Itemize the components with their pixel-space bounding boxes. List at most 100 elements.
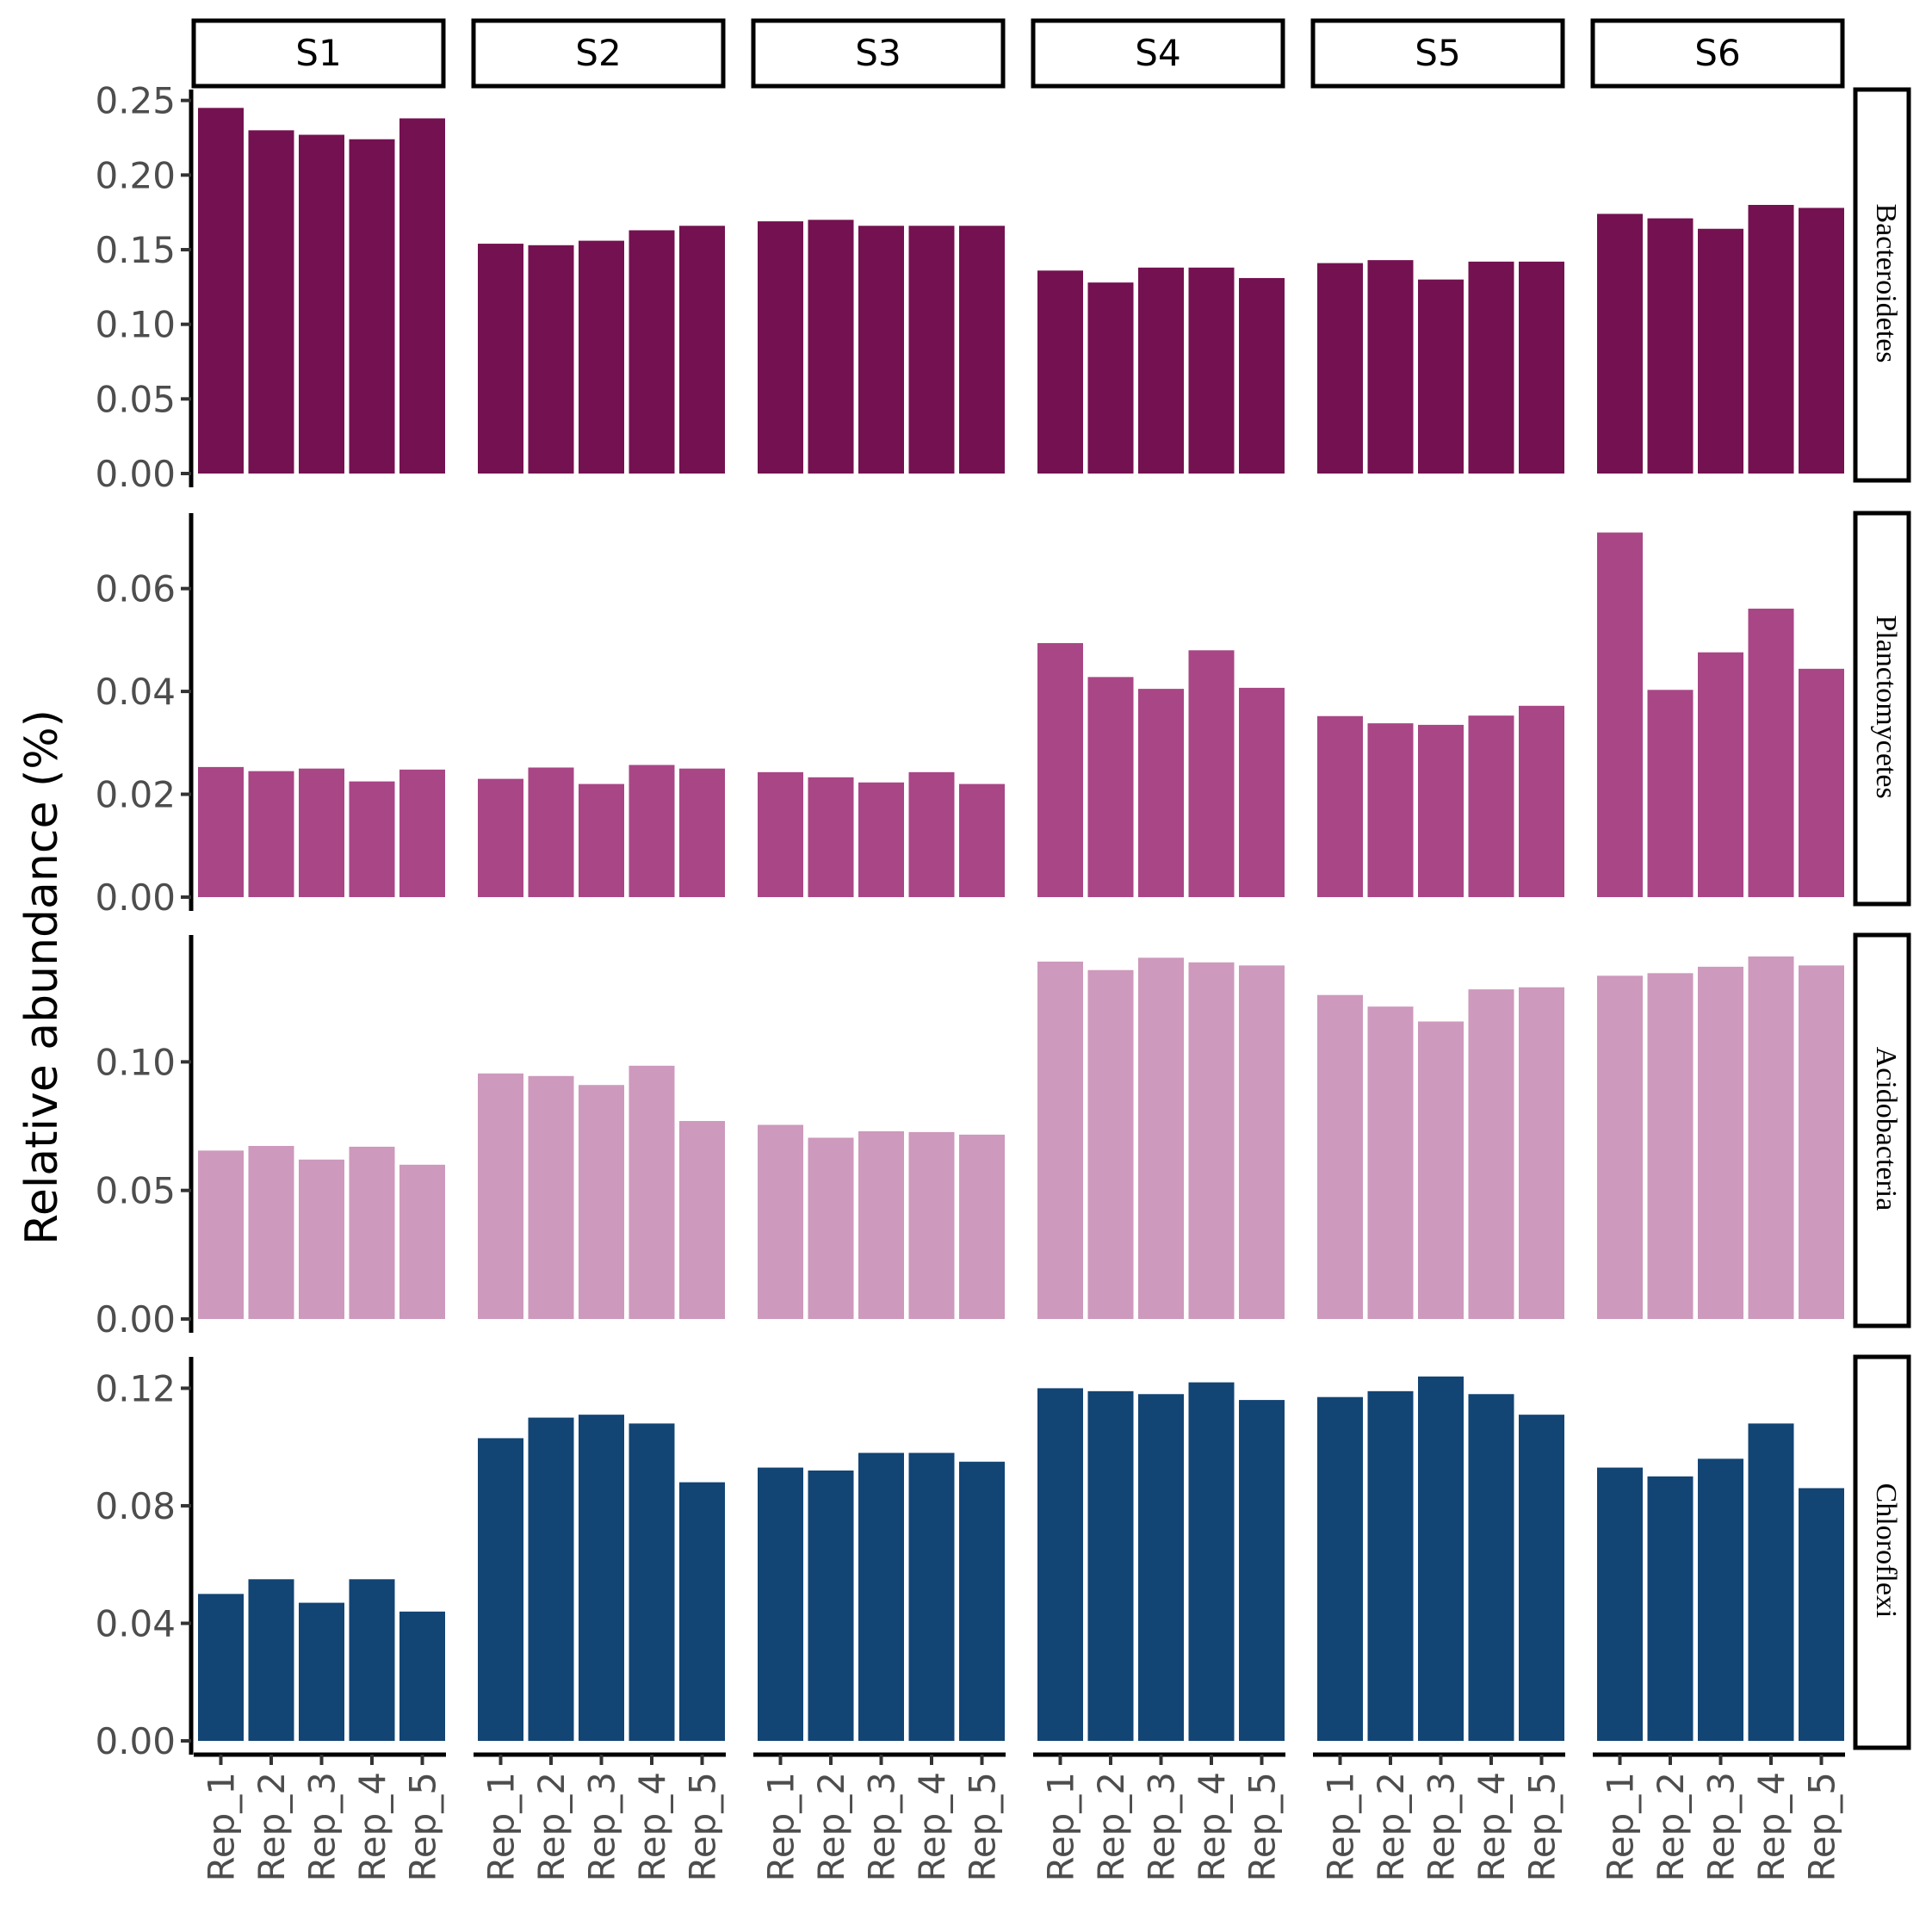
bar-s4-rep_3: [1138, 689, 1184, 897]
bar-s4-rep_4: [1188, 650, 1235, 897]
bar-s6-rep_4: [1748, 608, 1794, 897]
bar-s6-rep_1: [1597, 1467, 1643, 1741]
row-strip-acidobacteria: Acidobacteria: [1853, 932, 1911, 1328]
row-strip-label: Planctomycetes: [1870, 615, 1902, 798]
bar-s4-rep_4: [1188, 267, 1235, 474]
panel-planctomycetes-s4: [1037, 642, 1285, 897]
row-strip-box: [1853, 1354, 1911, 1750]
bar-s6-rep_1: [1597, 975, 1643, 1319]
bar-s1-rep_2: [248, 130, 294, 474]
bar-s6-rep_2: [1647, 690, 1694, 897]
bar-s3-rep_5: [959, 226, 1005, 474]
bar-s2-rep_3: [579, 240, 624, 474]
bar-s6-rep_2: [1647, 218, 1694, 474]
facet-strip-s3: S3: [751, 18, 1006, 89]
bar-s3-rep_1: [758, 221, 803, 474]
bar-s6-rep_5: [1799, 668, 1844, 897]
x-axis-s2: Rep_1 Rep_2 Rep_3 Rep_4 Rep_5: [474, 1752, 726, 1882]
x-tick-label: Rep_3: [1700, 1772, 1743, 1882]
bar-s5-rep_4: [1468, 1394, 1514, 1741]
y-tick-label: 0.04: [95, 671, 176, 713]
bar-s4-rep_2: [1087, 1390, 1134, 1741]
bar-s4-rep_3: [1138, 267, 1184, 474]
bar-s6-rep_3: [1698, 966, 1743, 1319]
bar-s2-rep_4: [629, 1423, 675, 1741]
bar-s2-rep_3: [579, 783, 624, 897]
panel-acidobacteria-s6: [1597, 956, 1844, 1319]
bar-s6-rep_3: [1698, 652, 1743, 897]
x-tick-label: Rep_4: [631, 1772, 673, 1882]
x-tick-label: Rep_4: [1471, 1772, 1513, 1882]
facet-strip-box: [751, 18, 1006, 89]
y-tick-label: 0.02: [95, 774, 176, 816]
x-tick-label: Rep_5: [1801, 1772, 1843, 1882]
facet-strip-s1: S1: [191, 18, 446, 89]
bar-s3-rep_3: [858, 1130, 904, 1319]
x-tick-label: Rep_2: [1650, 1772, 1692, 1882]
bar-s5-rep_3: [1418, 1021, 1464, 1319]
bar-s1-rep_1: [198, 108, 244, 474]
bar-s1-rep_2: [248, 1146, 294, 1319]
y-tick-label: 0.00: [95, 1298, 176, 1341]
bar-s4-rep_5: [1239, 687, 1285, 897]
x-tick-label: Rep_4: [351, 1772, 393, 1882]
bar-s3-rep_4: [908, 1131, 955, 1319]
bar-s2-rep_1: [478, 778, 523, 897]
bar-s1-rep_2: [248, 771, 294, 897]
bar-s1-rep_5: [399, 1164, 445, 1319]
bar-s5-rep_5: [1519, 987, 1564, 1319]
bar-s3-rep_4: [908, 226, 955, 474]
bar-s3-rep_4: [908, 1452, 955, 1741]
bar-s5-rep_2: [1367, 1006, 1414, 1319]
panel-bacteroidetes-s4: [1037, 267, 1285, 474]
bar-s6-rep_4: [1748, 205, 1794, 474]
bar-s6-rep_5: [1799, 207, 1844, 474]
facet-strip-label: S4: [1135, 32, 1180, 74]
bar-s2-rep_2: [528, 1417, 574, 1741]
panel-acidobacteria-s1: [198, 1146, 445, 1319]
bar-s2-rep_4: [629, 1065, 675, 1319]
panel-acidobacteria-s3: [758, 1124, 1005, 1319]
bar-s5-rep_5: [1519, 261, 1564, 474]
y-axis-acidobacteria: 0.00 0.05 0.10: [95, 935, 194, 1341]
bar-s1-rep_1: [198, 1150, 244, 1319]
x-tick-label: Rep_2: [530, 1772, 573, 1882]
row-strip-label: Bacteroidetes: [1870, 203, 1902, 362]
bar-s2-rep_3: [579, 1085, 624, 1319]
panel-planctomycetes-s6: [1597, 532, 1844, 897]
bar-s1-rep_3: [299, 134, 344, 474]
bar-s3-rep_2: [808, 1137, 854, 1319]
panel-acidobacteria-s4: [1037, 957, 1285, 1319]
panel-chloroflexi-s2: [478, 1415, 725, 1741]
bar-s3-rep_3: [858, 226, 904, 474]
facet-strip-box: [1031, 18, 1285, 89]
panel-bacteroidetes-s1: [198, 108, 445, 474]
bar-s6-rep_3: [1698, 1458, 1743, 1741]
facet-strip-label: S1: [295, 32, 341, 74]
panel-bacteroidetes-s6: [1597, 205, 1844, 474]
facet-strip-label: S2: [575, 32, 621, 74]
x-tick-label: Rep_4: [911, 1772, 953, 1882]
y-tick-label: 0.00: [95, 876, 176, 919]
x-tick-label: Rep_1: [760, 1772, 802, 1882]
y-tick-label: 0.00: [95, 1720, 176, 1762]
bar-s2-rep_5: [679, 768, 725, 897]
bar-s2-rep_2: [528, 1075, 574, 1319]
bar-s1-rep_2: [248, 1579, 294, 1741]
panel-chloroflexi-s1: [198, 1579, 445, 1741]
bar-s6-rep_5: [1799, 965, 1844, 1319]
x-axis-s1: Rep_1 Rep_2 Rep_3 Rep_4 Rep_5: [194, 1752, 446, 1882]
bar-s5-rep_2: [1367, 1390, 1414, 1741]
y-tick-label: 0.15: [95, 229, 176, 271]
bar-s2-rep_5: [679, 1482, 725, 1741]
bar-s5-rep_4: [1468, 715, 1514, 897]
panel-acidobacteria-s2: [478, 1065, 725, 1319]
x-tick-label: Rep_5: [402, 1772, 444, 1882]
y-tick-label: 0.12: [95, 1367, 176, 1409]
bar-s6-rep_3: [1698, 228, 1743, 474]
y-tick-label: 0.10: [95, 1041, 176, 1083]
bar-s4-rep_1: [1037, 1388, 1083, 1741]
x-tick-label: Rep_3: [301, 1772, 344, 1882]
bar-s3-rep_4: [908, 771, 955, 897]
